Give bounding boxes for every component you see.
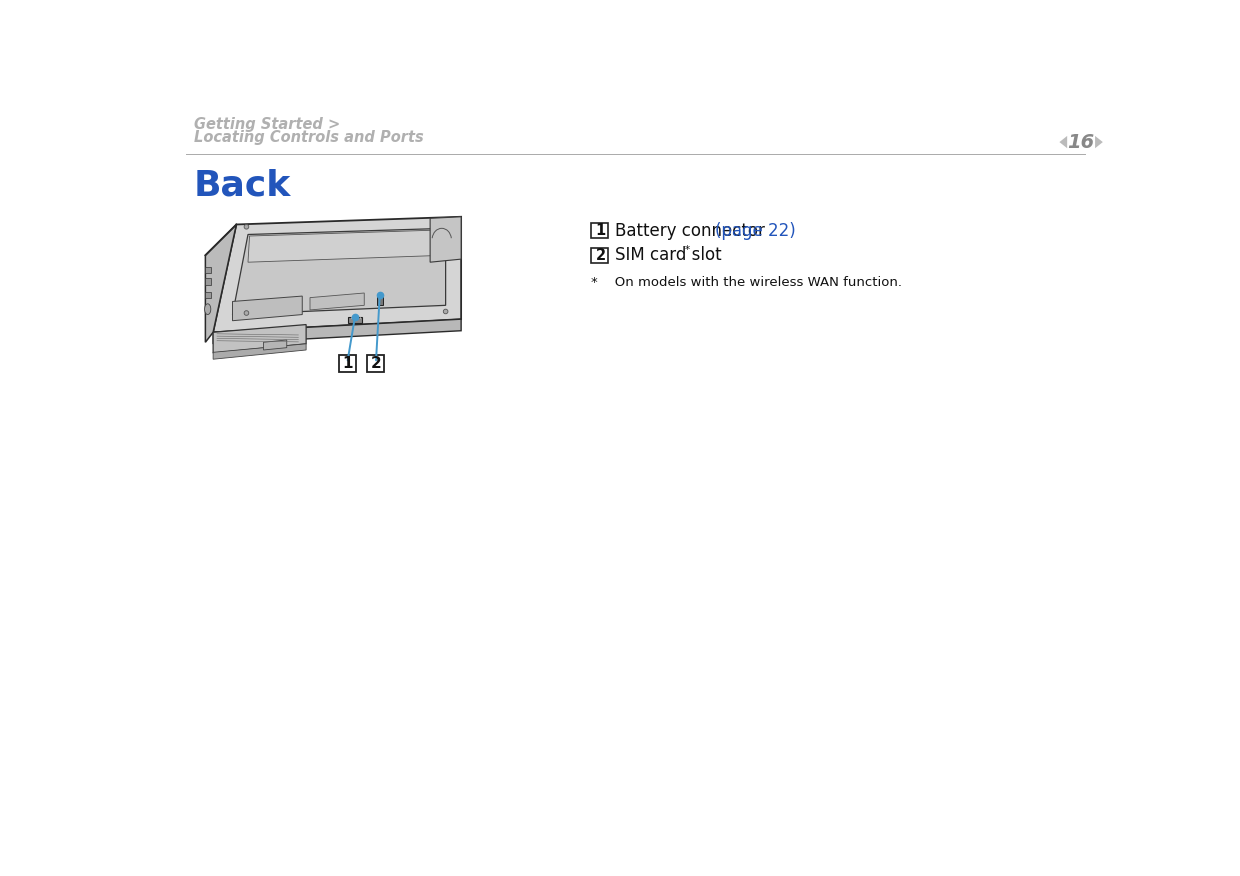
Polygon shape [206, 224, 237, 343]
Polygon shape [213, 343, 306, 359]
Circle shape [244, 311, 249, 315]
Polygon shape [248, 230, 444, 262]
FancyBboxPatch shape [591, 223, 609, 238]
Text: *: * [684, 245, 689, 255]
Text: 2: 2 [595, 248, 605, 263]
FancyBboxPatch shape [591, 248, 609, 263]
Text: 16: 16 [1068, 132, 1095, 152]
Polygon shape [348, 317, 362, 323]
FancyBboxPatch shape [339, 355, 356, 371]
Text: *    On models with the wireless WAN function.: * On models with the wireless WAN functi… [591, 276, 903, 289]
Circle shape [244, 224, 249, 230]
Polygon shape [263, 340, 286, 350]
Text: SIM card slot: SIM card slot [615, 246, 722, 265]
FancyBboxPatch shape [367, 355, 384, 371]
Text: (page 22): (page 22) [715, 222, 796, 240]
Polygon shape [377, 295, 383, 305]
Circle shape [444, 309, 448, 314]
Text: 1: 1 [342, 356, 352, 371]
Ellipse shape [205, 304, 211, 314]
Polygon shape [1095, 136, 1102, 148]
Polygon shape [233, 296, 303, 321]
Polygon shape [1059, 136, 1068, 148]
Polygon shape [206, 267, 211, 273]
Polygon shape [206, 293, 211, 299]
Text: Getting Started >: Getting Started > [193, 117, 340, 131]
Polygon shape [430, 216, 461, 262]
Text: Locating Controls and Ports: Locating Controls and Ports [193, 130, 424, 145]
Circle shape [444, 218, 448, 223]
Polygon shape [310, 293, 365, 310]
Text: 2: 2 [371, 356, 381, 371]
Polygon shape [213, 325, 306, 353]
Polygon shape [233, 229, 445, 314]
Text: 1: 1 [595, 223, 606, 238]
Text: Back: Back [193, 168, 291, 202]
Text: Battery connector: Battery connector [615, 222, 770, 240]
Polygon shape [213, 319, 461, 343]
Polygon shape [213, 216, 461, 332]
Polygon shape [206, 279, 211, 285]
